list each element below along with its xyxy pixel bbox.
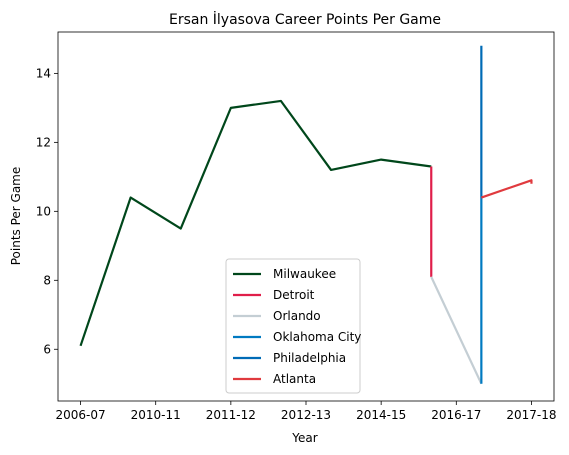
y-tick-label: 6 xyxy=(43,342,51,356)
x-tick-label: 2006-07 xyxy=(55,408,105,422)
x-tick-label: 2011-12 xyxy=(206,408,256,422)
x-tick-label: 2014-15 xyxy=(356,408,406,422)
legend-label-detroit: Detroit xyxy=(273,288,315,302)
x-axis-label: Year xyxy=(291,431,317,445)
x-tick-label: 2012-13 xyxy=(281,408,331,422)
chart-title: Ersan İlyasova Career Points Per Game xyxy=(169,10,441,28)
y-tick-label: 12 xyxy=(36,135,51,149)
y-axis: 6 8 10 12 14 xyxy=(36,66,58,356)
legend-label-milwaukee: Milwaukee xyxy=(273,267,336,281)
y-axis-label: Points Per Game xyxy=(9,167,23,266)
y-tick-label: 8 xyxy=(43,273,51,287)
x-axis: 2006-07 2010-11 2011-12 2012-13 2014-15 2016-… xyxy=(55,401,556,422)
series-line-orlando xyxy=(431,277,481,384)
legend-label-atlanta: Atlanta xyxy=(273,372,316,386)
x-tick-label: 2017-18 xyxy=(506,408,556,422)
legend-label-orlando: Orlando xyxy=(273,309,321,323)
x-tick-label: 2010-11 xyxy=(131,408,181,422)
series-line-atlanta xyxy=(481,180,531,197)
y-tick-label: 14 xyxy=(36,66,51,80)
legend-label-philadelphia: Philadelphia xyxy=(273,351,346,365)
y-tick-label: 10 xyxy=(36,204,51,218)
x-tick-label: 2016-17 xyxy=(431,408,481,422)
legend: Milwaukee Detroit Orlando Oklahoma City Phil… xyxy=(226,259,361,393)
legend-label-oklahoma-city: Oklahoma City xyxy=(273,330,361,344)
